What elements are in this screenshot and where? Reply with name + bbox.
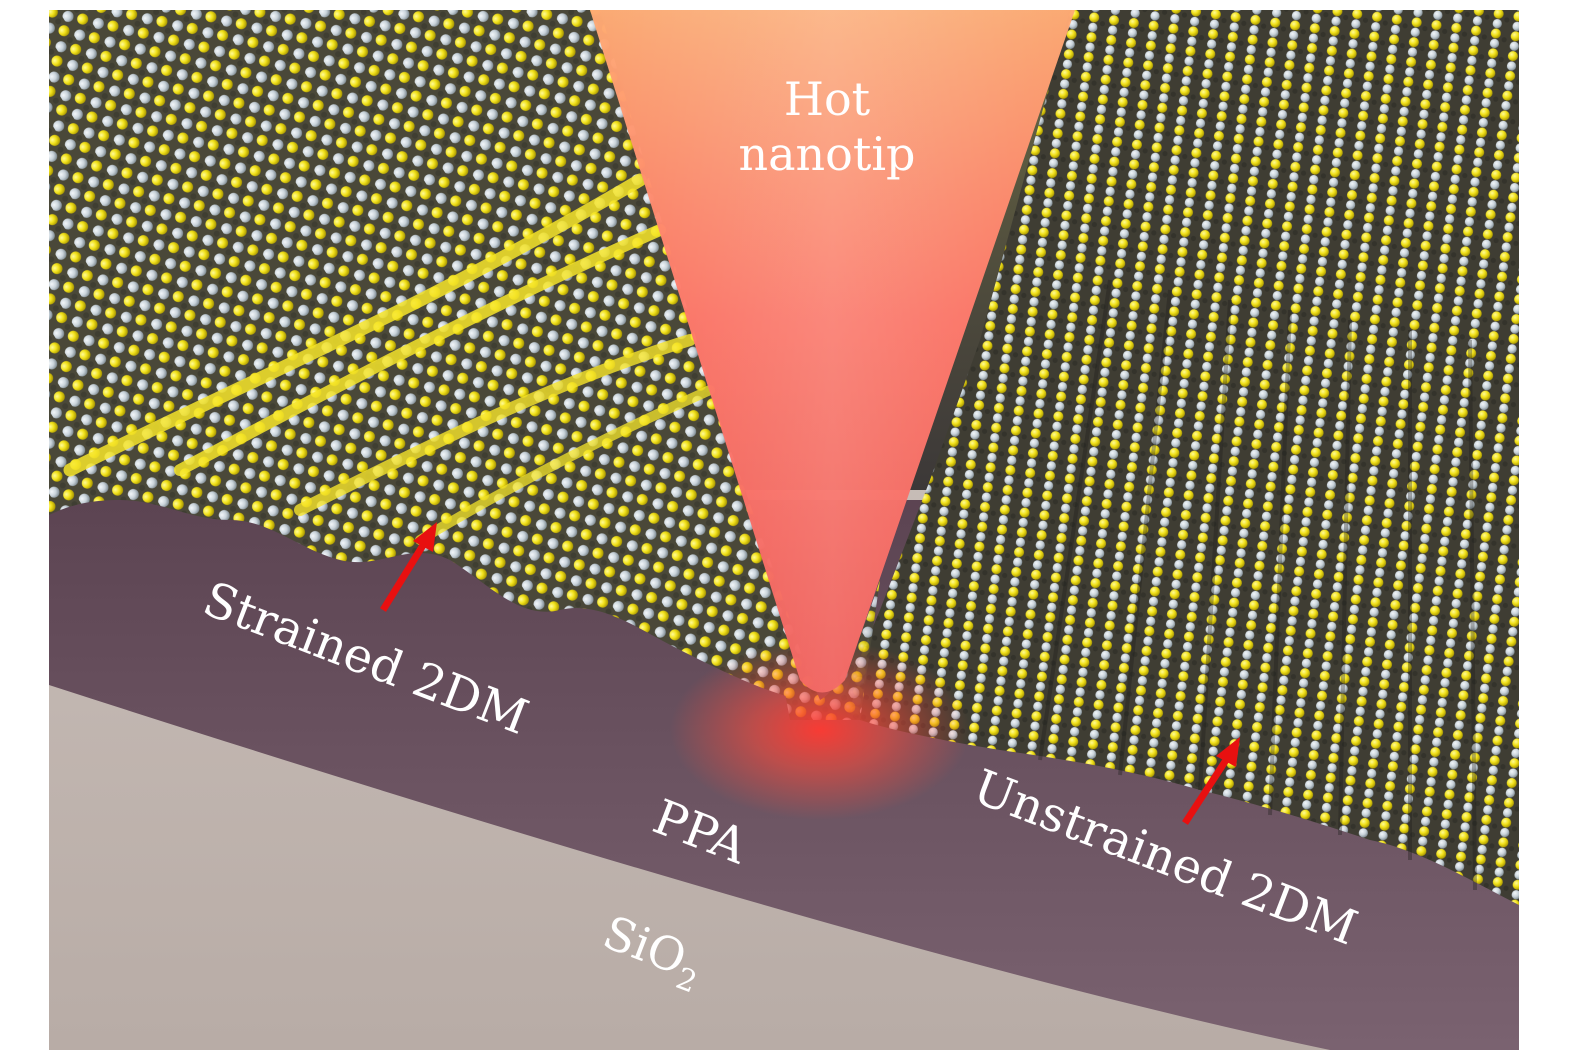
label-nanotip: nanotip (738, 127, 915, 181)
arrow-strained (380, 522, 437, 612)
strain-wrinkle-1 (63, 173, 647, 477)
unstrained-2dm-surface (840, 10, 1519, 905)
heat-glow (670, 640, 970, 820)
strain-wrinkle-4 (415, 385, 715, 545)
nanotip-sheen (590, 10, 1075, 693)
label-hot: Hot (784, 72, 871, 126)
arrow-unstrained (1182, 737, 1240, 825)
strain-wrinkle-3 (294, 334, 696, 516)
unstrained-rows (1038, 279, 1477, 891)
strain-wrinkle-2 (174, 224, 666, 476)
